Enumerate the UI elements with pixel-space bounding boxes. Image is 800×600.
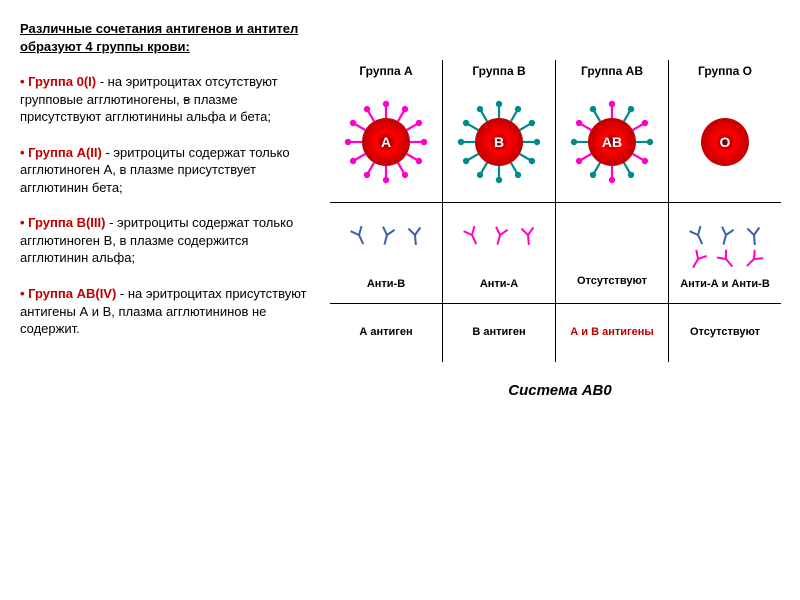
group-label: • Группа 0(I) bbox=[20, 74, 96, 89]
group-item: • Группа A(II) - эритроциты содержат тол… bbox=[20, 144, 320, 197]
group-label: • Группа A(II) bbox=[20, 145, 102, 160]
column-header: Группа О bbox=[669, 60, 781, 82]
antigen-cell: В антиген bbox=[443, 304, 555, 362]
column-header: Группа А bbox=[330, 60, 442, 82]
svg-text:A: A bbox=[381, 134, 391, 150]
rbc-icon: B bbox=[449, 92, 549, 192]
rbc-cell: A bbox=[330, 82, 442, 203]
group-item: • Группа AB(IV) - на эритроцитах присутс… bbox=[20, 285, 320, 338]
antigen-cell: Отсутствуют bbox=[669, 304, 781, 362]
antibody-cell: Отсутствуют bbox=[556, 203, 668, 304]
system-label: Система АВ0 bbox=[330, 382, 790, 399]
text-column: Различные сочетания антигенов и антител … bbox=[20, 20, 330, 590]
grid-column: Группа А A Анти-В А антиген bbox=[330, 60, 442, 362]
group-list: • Группа 0(I) - на эритроцитах отсутству… bbox=[20, 73, 320, 338]
group-item: • Группа B(III) - эритроциты содержат то… bbox=[20, 214, 320, 267]
rbc-icon: A bbox=[336, 92, 436, 192]
antibody-icon bbox=[341, 217, 431, 272]
antibody-cell: Анти-А и Анти-В bbox=[669, 203, 781, 304]
svg-text:AB: AB bbox=[602, 134, 622, 150]
antibody-label: Отсутствуют bbox=[577, 275, 647, 287]
antibody-cell: Анти-В bbox=[330, 203, 442, 304]
antibody-label: Анти-А bbox=[480, 278, 518, 290]
blood-type-grid: Группа А A Анти-В А антиген Группа В bbox=[330, 60, 790, 362]
column-header: Группа В bbox=[443, 60, 555, 82]
grid-column: Группа В B Анти-А В антиген bbox=[442, 60, 555, 362]
rbc-cell: O bbox=[669, 82, 781, 203]
antibody-label: Анти-В bbox=[367, 278, 405, 290]
diagram-column: Группа А A Анти-В А антиген Группа В bbox=[330, 20, 790, 590]
rbc-icon: O bbox=[675, 92, 775, 192]
antibody-icon bbox=[680, 217, 770, 272]
group-item: • Группа 0(I) - на эритроцитах отсутству… bbox=[20, 73, 320, 126]
rbc-cell: AB bbox=[556, 82, 668, 203]
svg-text:O: O bbox=[720, 134, 731, 150]
grid-column: Группа О O Анти-А и Анти- bbox=[668, 60, 781, 362]
grid-column: Группа АВ AB Отсутствуют А и В антигены bbox=[555, 60, 668, 362]
group-label: • Группа AB(IV) bbox=[20, 286, 116, 301]
svg-text:B: B bbox=[494, 134, 504, 150]
group-label: • Группа B(III) bbox=[20, 215, 105, 230]
antibody-cell: Анти-А bbox=[443, 203, 555, 304]
main-container: Различные сочетания антигенов и антител … bbox=[0, 0, 800, 600]
rbc-cell: B bbox=[443, 82, 555, 203]
antigen-cell: А антиген bbox=[330, 304, 442, 362]
antigen-cell: А и В антигены bbox=[556, 304, 668, 362]
column-header: Группа АВ bbox=[556, 60, 668, 82]
antibody-label: Анти-А и Анти-В bbox=[680, 278, 770, 290]
heading: Различные сочетания антигенов и антител … bbox=[20, 20, 320, 55]
antibody-icon bbox=[454, 217, 544, 272]
rbc-icon: AB bbox=[562, 92, 662, 192]
